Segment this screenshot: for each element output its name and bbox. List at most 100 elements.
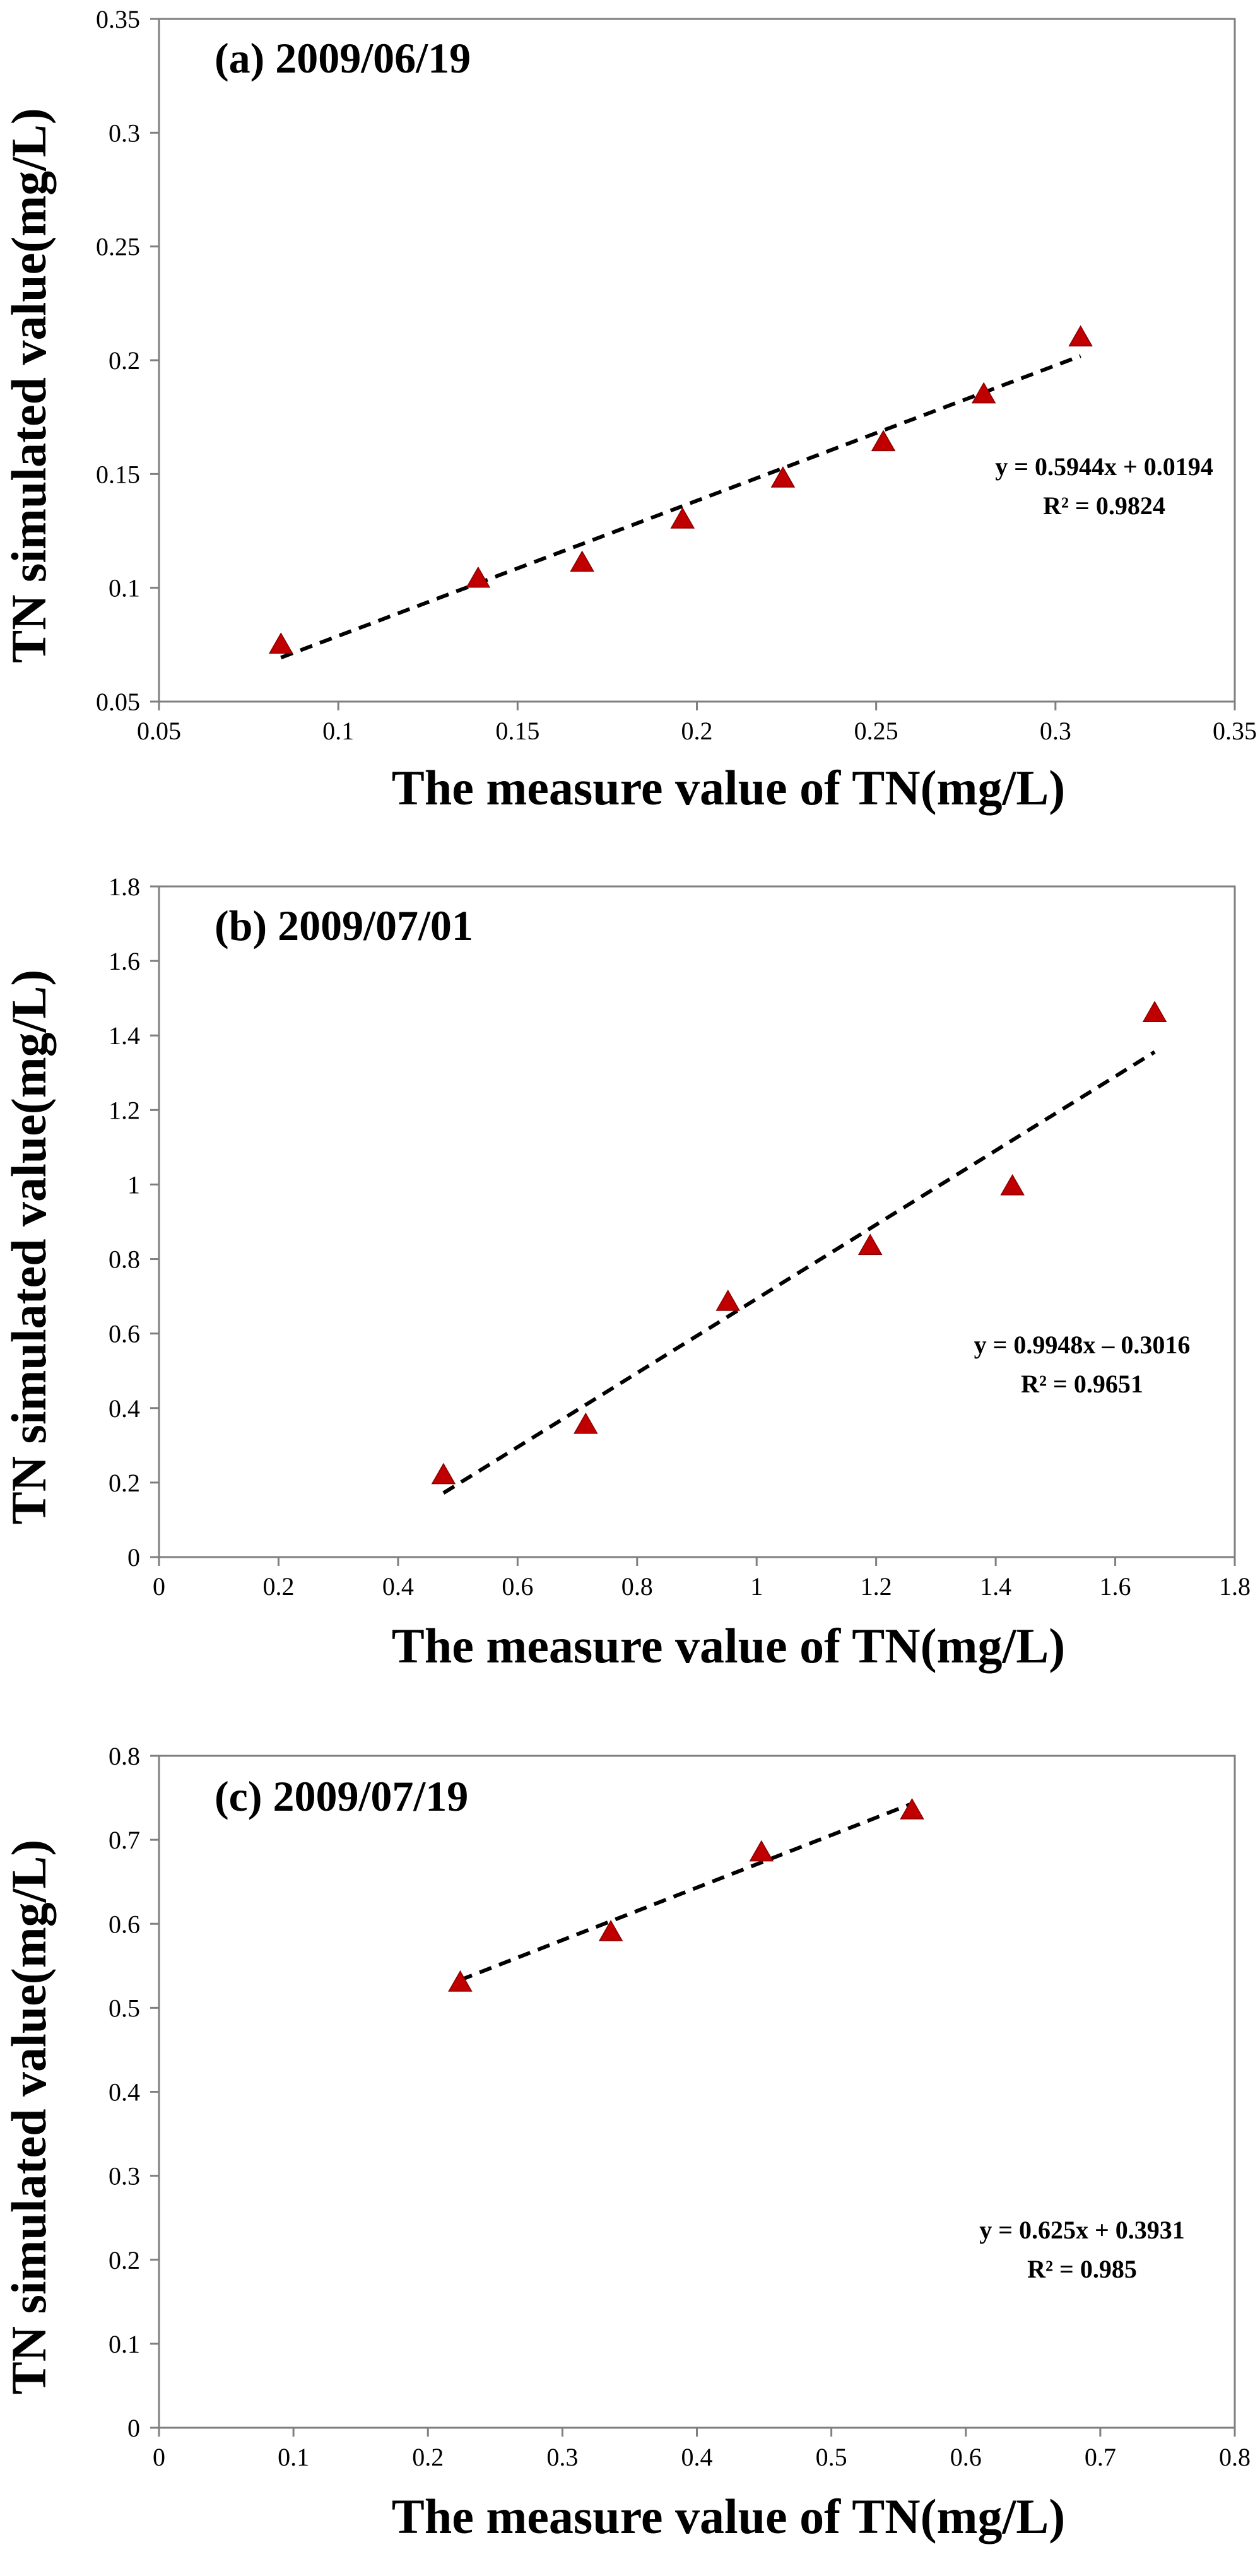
data-point-b-1 [431,1462,456,1485]
data-point-b-3 [715,1289,741,1311]
panel-title-b: (b) 2009/07/01 [215,902,473,950]
y-tick-label: 0.15 [96,460,140,488]
regression-equation-c: y = 0.625x + 0.3931 [979,2216,1185,2244]
trendline-b [442,1050,1156,1495]
panel-title-c: (c) 2009/07/19 [215,1772,468,1820]
trendline-a [280,354,1081,660]
data-point-c-4 [900,1798,924,1820]
y-tick-label: 0.1 [109,2330,140,2358]
x-tick-label: 1.2 [861,1572,892,1601]
tick-marks-c [150,1755,1236,2437]
x-axis-title-a: The measure value of TN(mg/L) [392,760,1065,815]
data-point-a-8 [1068,325,1093,347]
y-tick-label: 0.2 [109,346,140,375]
data-point-a-2 [466,566,491,588]
x-tick-label: 0.5 [816,2443,847,2471]
x-tick-label: 0.35 [1213,717,1257,745]
x-axis-title-b: The measure value of TN(mg/L) [392,1618,1065,1673]
data-point-a-6 [871,430,896,452]
x-tick-label: 0.7 [1085,2443,1116,2471]
x-tick-label: 0.25 [854,717,898,745]
y-tick-label: 1.8 [109,873,140,901]
x-axis-title-c: The measure value of TN(mg/L) [392,2489,1065,2544]
x-tick-label: 0.2 [262,1572,294,1601]
x-tick-label: 0.3 [1040,717,1071,745]
x-tick-labels-b: 0 0.2 0.4 0.6 0.8 1 1.2 1.4 1.6 1.8 [153,1572,1251,1601]
y-axis-title-a: TN simulated value(mg/L) [1,108,56,663]
y-tick-label: 0.6 [109,1910,140,1938]
y-tick-labels-c: 0 0.1 0.2 0.3 0.4 0.5 0.6 0.7 0.8 [109,1742,140,2442]
y-tick-label: 0.4 [109,1394,140,1423]
x-tick-label: 0.05 [137,717,181,745]
panel-title-a: (a) 2009/06/19 [215,34,471,82]
y-tick-label: 0 [127,1543,140,1572]
y-tick-label: 1.4 [109,1021,140,1050]
r-squared-b: R² = 0.9651 [1021,1370,1143,1398]
y-tick-label: 0.8 [109,1245,140,1274]
x-tick-label: 0.3 [546,2443,578,2471]
data-point-b-2 [574,1412,598,1434]
x-tick-label: 0.8 [1219,2443,1251,2471]
y-tick-label: 0.2 [109,1469,140,1497]
x-tick-label: 1.6 [1100,1572,1131,1601]
y-tick-label: 1 [127,1170,140,1199]
y-tick-label: 0.3 [109,2162,140,2191]
x-tick-label: 0.15 [495,717,539,745]
data-point-c-2 [598,1920,623,1941]
y-tick-label: 1.6 [109,947,140,975]
data-points-c [448,1798,924,1992]
data-point-c-1 [448,1970,473,1992]
x-tick-label: 0 [153,1572,165,1601]
regression-equation-b: y = 0.9948x – 0.3016 [974,1331,1191,1359]
r-squared-c: R² = 0.985 [1027,2255,1137,2283]
data-point-a-7 [971,382,996,404]
data-points-a [268,325,1093,654]
data-point-a-3 [570,550,594,572]
y-tick-label: 0.3 [109,119,140,147]
x-tick-label: 0.2 [681,717,713,745]
x-tick-label: 0.2 [412,2443,444,2471]
y-axis-title-c: TN simulated value(mg/L) [1,1840,56,2395]
data-points-b [431,1001,1167,1485]
y-tick-label: 0.6 [109,1320,140,1348]
chart-panel-c: 0 0.1 0.2 0.3 0.4 0.5 0.6 0.7 0.8 00.10.20.30.40… [1,1742,1251,2544]
y-tick-label: 0.5 [109,1994,140,2022]
data-point-a-1 [268,632,293,654]
y-tick-label: 0.35 [96,5,140,33]
y-tick-label: 0.05 [96,688,140,716]
y-tick-label: 1.2 [109,1096,140,1124]
data-point-b-4 [857,1233,883,1256]
y-tick-labels-a: 0.05 0.1 0.15 0.2 0.25 0.3 0.35 [96,5,140,716]
x-tick-label: 0.4 [382,1572,414,1601]
x-tick-label: 0.1 [278,2443,309,2471]
data-point-a-5 [770,466,796,488]
x-tick-label: 0.6 [502,1572,533,1601]
trendline-c [459,1801,913,1982]
data-point-b-6 [1142,1001,1167,1023]
x-tick-label: 0.4 [681,2443,713,2471]
x-tick-label: 1.4 [980,1572,1011,1601]
y-tick-labels-b: 0 0.2 0.4 0.6 0.8 1 1.2 1.4 1.6 1.8 [109,873,140,1572]
y-tick-label: 0.7 [109,1826,140,1854]
x-tick-label: 0 [153,2443,165,2471]
y-tick-label: 0.2 [109,2246,140,2274]
x-tick-labels-c: 0 0.1 0.2 0.3 0.4 0.5 0.6 0.7 0.8 [153,2443,1251,2471]
data-point-b-5 [1000,1173,1025,1196]
y-axis-title-b: TN simulated value(mg/L) [1,970,56,1525]
tick-marks-b [150,885,1236,1566]
data-point-a-4 [670,507,695,529]
x-tick-label: 0.6 [950,2443,982,2471]
y-tick-label: 0 [127,2414,140,2442]
y-tick-label: 0.8 [109,1742,140,1770]
x-tick-label: 1.8 [1219,1572,1251,1601]
y-tick-label: 0.4 [109,2078,140,2107]
r-squared-a: R² = 0.9824 [1043,491,1165,520]
tick-marks-a [150,18,1236,710]
x-tick-labels-a: 0.05 0.1 0.15 0.2 0.25 0.3 0.35 [137,717,1257,745]
regression-equation-a: y = 0.5944x + 0.0194 [995,452,1213,481]
y-tick-label: 0.25 [96,233,140,261]
data-point-c-3 [749,1840,774,1862]
y-tick-label: 0.1 [109,574,140,603]
